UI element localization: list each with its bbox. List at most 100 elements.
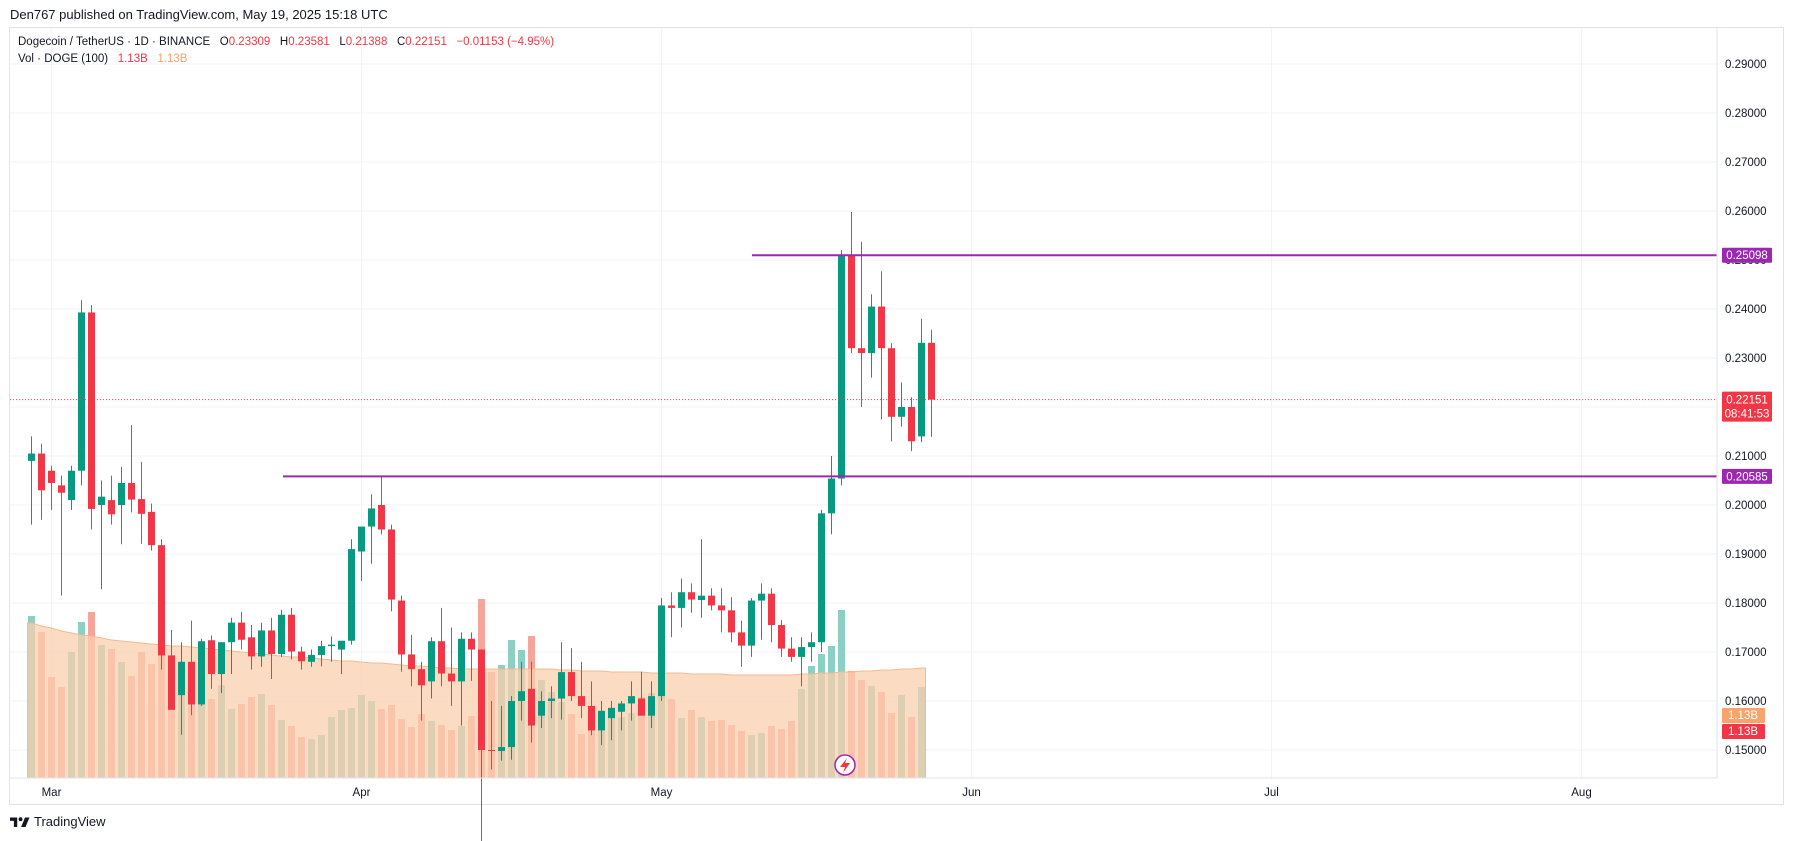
candle-body — [68, 470, 75, 501]
candle — [158, 539, 165, 670]
candle — [588, 681, 595, 736]
y-tick-label: 0.18000 — [1725, 598, 1767, 610]
candle-body — [778, 625, 785, 649]
candle — [648, 681, 655, 728]
legend-volume-a: 1.13B — [117, 53, 148, 65]
candle-body — [638, 698, 645, 716]
y-tick-label: 0.26000 — [1725, 206, 1767, 218]
candle-body — [238, 622, 245, 640]
candle — [748, 598, 755, 657]
candle — [698, 539, 705, 618]
x-tick-label: Apr — [353, 787, 371, 799]
x-tick-label: Jun — [962, 787, 981, 799]
candle — [128, 425, 135, 513]
candle-body — [178, 661, 185, 696]
candle-body — [368, 508, 375, 527]
candle-body — [748, 600, 755, 646]
candle — [808, 632, 815, 662]
candle-body — [678, 592, 685, 608]
candle — [778, 620, 785, 657]
candle-body — [768, 593, 775, 626]
candle-body — [438, 641, 445, 674]
candle-body — [118, 482, 125, 505]
candle — [508, 696, 515, 760]
candle-body — [378, 505, 385, 530]
candle — [518, 661, 525, 721]
candle-body — [588, 705, 595, 731]
candle — [418, 661, 425, 721]
candle — [368, 494, 375, 564]
candle-body — [518, 691, 525, 701]
lightning-icon[interactable] — [834, 754, 856, 776]
candle — [318, 640, 325, 667]
candle-body — [268, 630, 275, 654]
x-axis[interactable]: Mar Apr May Jun Jul Aug — [10, 777, 1717, 799]
candle-body — [858, 348, 865, 354]
candle-body — [838, 255, 845, 479]
candle — [138, 461, 145, 544]
candle-body — [708, 595, 715, 606]
legend-volume-label[interactable]: Vol · DOGE (100) — [18, 53, 109, 65]
legend-symbol[interactable]: Dogecoin / TetherUS · 1D · BINANCE — [18, 36, 211, 48]
candle-body — [898, 407, 905, 417]
candle — [438, 607, 445, 687]
volume-value-b: 1.13B — [1728, 726, 1758, 738]
candle-body — [418, 669, 425, 686]
countdown-value: 08:41:53 — [1725, 409, 1770, 421]
candle — [828, 456, 835, 535]
candle-body — [808, 642, 815, 648]
candle-body — [848, 255, 855, 349]
candle — [548, 686, 555, 719]
y-tick-label: 0.28000 — [1725, 108, 1767, 120]
candle-body — [208, 640, 215, 675]
current-price-value: 0.22151 — [1726, 395, 1768, 407]
legend-high-label: H — [279, 36, 289, 48]
candle — [28, 436, 35, 525]
publisher-text: Den767 published on TradingView.com, May… — [10, 7, 388, 22]
candle-body — [318, 646, 325, 655]
legend-ohlc-row: Dogecoin / TetherUS · 1D · BINANCE O0.23… — [18, 34, 554, 51]
candle-body — [608, 707, 615, 719]
candle — [818, 509, 825, 652]
candle-body — [468, 638, 475, 650]
volume-value-a: 1.13B — [1728, 710, 1758, 722]
candle — [378, 475, 385, 535]
legend-high: 0.23581 — [288, 36, 330, 48]
candle-body — [188, 661, 195, 705]
candle — [598, 701, 605, 746]
candle — [278, 609, 285, 657]
candle-body — [828, 478, 835, 514]
y-tick-label: 0.29000 — [1725, 59, 1767, 71]
footer-brand-text: TradingView — [34, 814, 106, 829]
level-low-label: 0.20585 — [1722, 468, 1772, 484]
candle — [578, 661, 585, 719]
candle-body — [568, 672, 575, 697]
candle-body — [448, 673, 455, 682]
candle — [108, 475, 115, 525]
candle — [788, 637, 795, 662]
candle — [238, 611, 245, 650]
candle-body — [508, 701, 515, 748]
candle-body — [488, 750, 495, 751]
candle-body — [358, 526, 365, 552]
candle-body — [578, 696, 585, 706]
candle — [798, 637, 805, 687]
candle — [118, 466, 125, 545]
candle — [448, 627, 455, 706]
candle — [288, 607, 295, 660]
legend-volume-b: 1.13B — [157, 53, 188, 65]
chart-frame[interactable] — [9, 27, 1784, 805]
candle-body — [108, 500, 115, 515]
candle — [488, 701, 495, 770]
footer-brand[interactable]: TradingView — [10, 814, 106, 829]
level-high-label: 0.25098 — [1722, 247, 1772, 263]
candle — [568, 648, 575, 701]
candle-body — [458, 638, 465, 682]
candle — [688, 583, 695, 613]
candle — [228, 617, 235, 675]
candle — [888, 343, 895, 442]
candle — [868, 294, 875, 378]
candle — [928, 329, 935, 437]
candle — [248, 625, 255, 670]
